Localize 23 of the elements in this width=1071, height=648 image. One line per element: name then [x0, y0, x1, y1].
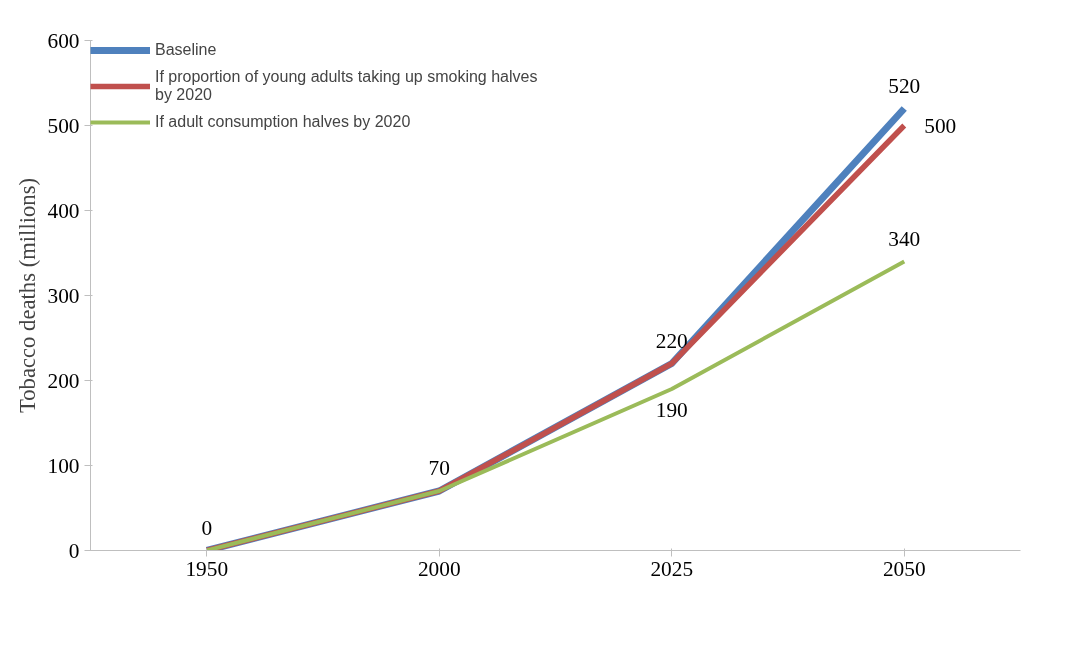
data-label: 0	[201, 515, 213, 540]
y-tick-label: 0	[68, 538, 80, 563]
x-tick-label: 1950	[185, 556, 229, 581]
y-tick-label: 100	[47, 453, 80, 478]
data-label: 220	[655, 328, 688, 353]
y-tick-label: 500	[47, 113, 80, 138]
legend-label: If proportion of young adults taking up smoking halves by 2020	[155, 68, 538, 104]
y-tick-label: 400	[47, 198, 80, 223]
y-tick-label: 200	[47, 368, 80, 393]
x-tick-label: 2000	[417, 556, 461, 581]
legend-label: Baseline	[155, 41, 217, 59]
x-tick-label: 2025	[650, 556, 694, 581]
y-tick-label: 600	[47, 28, 80, 53]
y-axis-title: Tobacco deaths (millions)	[14, 178, 40, 413]
line-series	[204, 259, 907, 551]
data-label: 520	[888, 73, 921, 98]
x-tick-label: 2050	[882, 556, 926, 581]
legend-label: If adult consumption halves by 2020	[155, 113, 411, 131]
data-label: 190	[655, 398, 688, 422]
y-tick-label: 300	[47, 283, 80, 308]
data-label: 70	[428, 456, 450, 480]
data-label: 340	[888, 226, 921, 251]
data-label: 500	[924, 113, 957, 138]
